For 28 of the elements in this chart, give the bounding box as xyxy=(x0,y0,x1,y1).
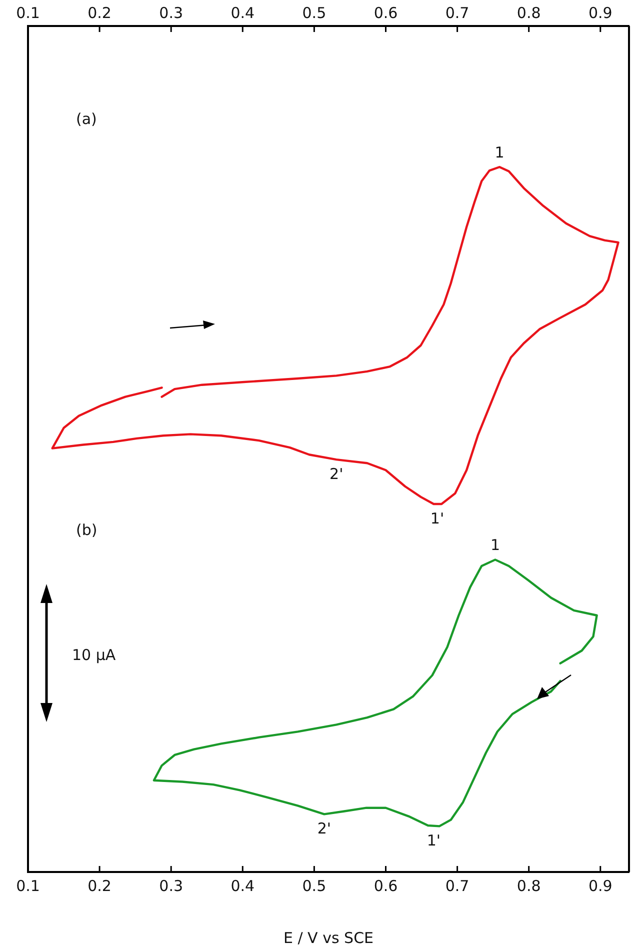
x2-tick-label: 0.3 xyxy=(159,876,184,895)
x-tick-label: 0.1 xyxy=(16,4,40,22)
x2-tick-label: 0.2 xyxy=(88,876,112,895)
x2-tick-label: 0.6 xyxy=(374,876,398,895)
x2-tick-label: 0.5 xyxy=(302,876,326,895)
annotation: 2' xyxy=(317,820,332,838)
annotation: 10 µA xyxy=(72,646,116,664)
annotation: 1 xyxy=(494,143,504,162)
annotation: (b) xyxy=(76,521,98,539)
x2-tick-label: 0.8 xyxy=(516,876,541,895)
x-tick-label: 0.2 xyxy=(88,4,112,22)
x2-tick-label: 0.9 xyxy=(588,876,612,895)
x2-tick-label: 0.1 xyxy=(16,876,40,895)
x2-tick-label: 0.4 xyxy=(230,876,255,895)
annotation: 2' xyxy=(330,464,344,483)
annotation: 1' xyxy=(426,832,441,850)
annotation: 1' xyxy=(430,509,444,528)
annotation: 1 xyxy=(490,536,500,554)
x-tick-label: 0.5 xyxy=(302,4,326,22)
x-tick-label: 0.7 xyxy=(445,4,470,22)
x-tick-label: 0.8 xyxy=(516,4,541,22)
x2-tick-label: 0.7 xyxy=(445,876,470,895)
text: (a) xyxy=(76,110,97,128)
x-axis-title: E / V vs SCE xyxy=(283,928,374,947)
x-tick-label: 0.6 xyxy=(374,4,398,22)
x-tick-label: 0.9 xyxy=(588,4,612,22)
x-tick-label: 0.4 xyxy=(230,4,255,22)
x-tick-label: 0.3 xyxy=(159,4,184,22)
